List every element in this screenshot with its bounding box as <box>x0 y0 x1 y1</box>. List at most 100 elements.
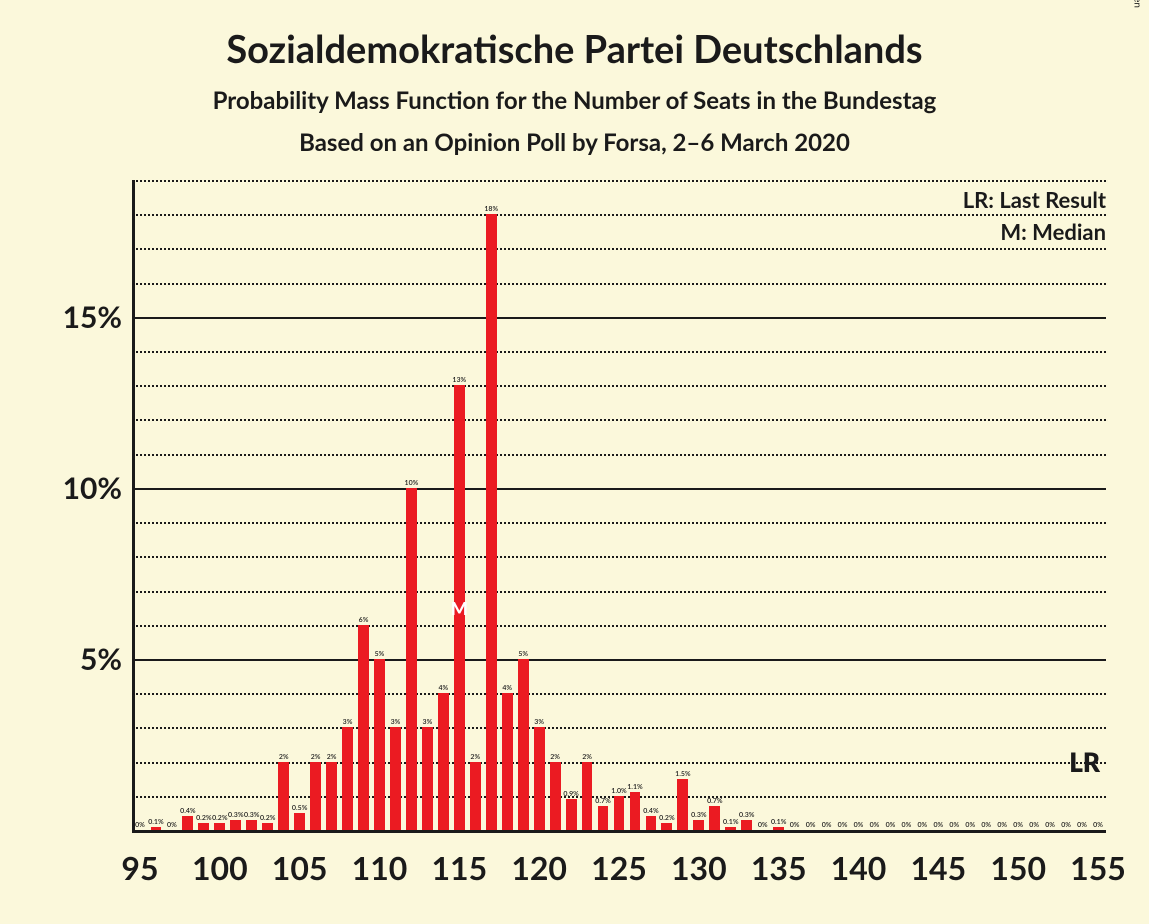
bar-value-label: 0.1% <box>723 818 738 826</box>
bar-value-label: 2% <box>327 753 337 761</box>
bar-value-label: 3% <box>391 718 401 726</box>
bar-value-label: 0.1% <box>771 818 786 826</box>
bar <box>518 659 529 830</box>
bar <box>151 827 162 830</box>
bar-value-label: 0% <box>1045 821 1055 829</box>
bar-value-label: 0% <box>949 821 959 829</box>
bar <box>470 762 481 830</box>
x-axis-tick-label: 155 <box>1070 848 1126 887</box>
x-axis-tick-label: 125 <box>591 848 647 887</box>
bar-value-label: 0.7% <box>595 797 610 805</box>
bar <box>550 762 561 830</box>
bar-value-label: 0% <box>1093 821 1103 829</box>
bar <box>773 827 784 830</box>
bar-value-label: 0% <box>933 821 943 829</box>
gridline-minor <box>132 248 1106 250</box>
bar-value-label: 0% <box>806 821 816 829</box>
copyright-text: © 2021 Filip van Laenen <box>1131 0 1143 8</box>
bar-value-label: 0% <box>758 821 768 829</box>
gridline-minor <box>132 454 1106 456</box>
x-axis-tick-label: 130 <box>671 848 727 887</box>
bar-value-label: 0% <box>1061 821 1071 829</box>
bar <box>246 820 257 830</box>
x-axis-line <box>132 830 1106 833</box>
bar-value-label: 0.4% <box>643 807 658 815</box>
bar-value-label: 5% <box>375 650 385 658</box>
bar-value-label: 2% <box>470 753 480 761</box>
bar-value-label: 6% <box>359 616 369 624</box>
gridline-minor <box>132 419 1106 421</box>
bar-value-label: 0% <box>965 821 975 829</box>
gridline-minor <box>132 625 1106 627</box>
bar <box>741 820 752 830</box>
bar <box>725 827 736 830</box>
bar-value-label: 0.3% <box>228 811 243 819</box>
gridline-minor <box>132 591 1106 593</box>
bar-value-label: 2% <box>279 753 289 761</box>
bar <box>278 762 289 830</box>
bar-value-label: 0.1% <box>148 818 163 826</box>
bar-value-label: 2% <box>582 753 592 761</box>
bar <box>422 727 433 830</box>
chart-subtitle-1: Probability Mass Function for the Number… <box>0 86 1149 115</box>
bar <box>661 823 672 830</box>
bar <box>358 625 369 830</box>
bar-value-label: 13% <box>452 376 466 384</box>
bar <box>262 823 273 830</box>
bar <box>534 727 545 830</box>
bar-value-label: 0% <box>870 821 880 829</box>
bar <box>374 659 385 830</box>
y-axis-line <box>132 180 135 830</box>
bar-value-label: 0% <box>854 821 864 829</box>
bar-value-label: 18% <box>484 205 498 213</box>
x-axis-tick-label: 105 <box>272 848 328 887</box>
gridline-minor <box>132 351 1106 353</box>
bar-value-label: 0.3% <box>691 811 706 819</box>
x-axis-tick-label: 120 <box>511 848 567 887</box>
y-axis-tick-label: 15% <box>52 299 122 335</box>
bar-value-label: 0.4% <box>180 807 195 815</box>
bar-value-label: 0.3% <box>244 811 259 819</box>
bar-value-label: 0% <box>918 821 928 829</box>
bar-value-label: 0% <box>1013 821 1023 829</box>
bar <box>230 820 241 830</box>
bar <box>438 693 449 830</box>
gridline-major <box>132 659 1106 661</box>
x-axis-tick-label: 110 <box>352 848 408 887</box>
bar <box>310 762 321 830</box>
x-axis-tick-label: 115 <box>431 848 487 887</box>
bar-value-label: 4% <box>438 684 448 692</box>
bar-value-label: 0.7% <box>707 797 722 805</box>
bar-value-label: 3% <box>534 718 544 726</box>
bar-value-label: 2% <box>550 753 560 761</box>
gridline-minor <box>132 385 1106 387</box>
gridline-minor <box>132 283 1106 285</box>
bar <box>709 806 720 830</box>
gridline-minor <box>132 556 1106 558</box>
bar-value-label: 5% <box>518 650 528 658</box>
bar-value-label: 0% <box>886 821 896 829</box>
bar-value-label: 0.2% <box>212 814 227 822</box>
bar-value-label: 4% <box>502 684 512 692</box>
bar <box>406 488 417 830</box>
bar-value-label: 0.3% <box>739 811 754 819</box>
bar <box>486 214 497 830</box>
bar-value-label: 0% <box>135 821 145 829</box>
bar <box>182 816 193 830</box>
x-axis-labels: 95100105110115120125130135140145150155 <box>132 848 1106 888</box>
bar <box>693 820 704 830</box>
bar <box>646 816 657 830</box>
bar <box>614 796 625 830</box>
bar-value-label: 0% <box>1029 821 1039 829</box>
bar-value-label: 3% <box>423 718 433 726</box>
gridline-minor <box>132 727 1106 729</box>
bar <box>677 779 688 830</box>
bar-value-label: 0% <box>997 821 1007 829</box>
chart-plot-area: LR: Last Result M: Median LR 0%0.1%0%0.4… <box>132 180 1106 830</box>
gridline-major <box>132 488 1106 490</box>
bar-value-label: 0.5% <box>292 804 307 812</box>
bar-value-label: 0% <box>902 821 912 829</box>
bar-value-label: 10% <box>405 479 419 487</box>
x-axis-tick-label: 95 <box>121 848 158 887</box>
y-axis-tick-label: 10% <box>52 470 122 506</box>
